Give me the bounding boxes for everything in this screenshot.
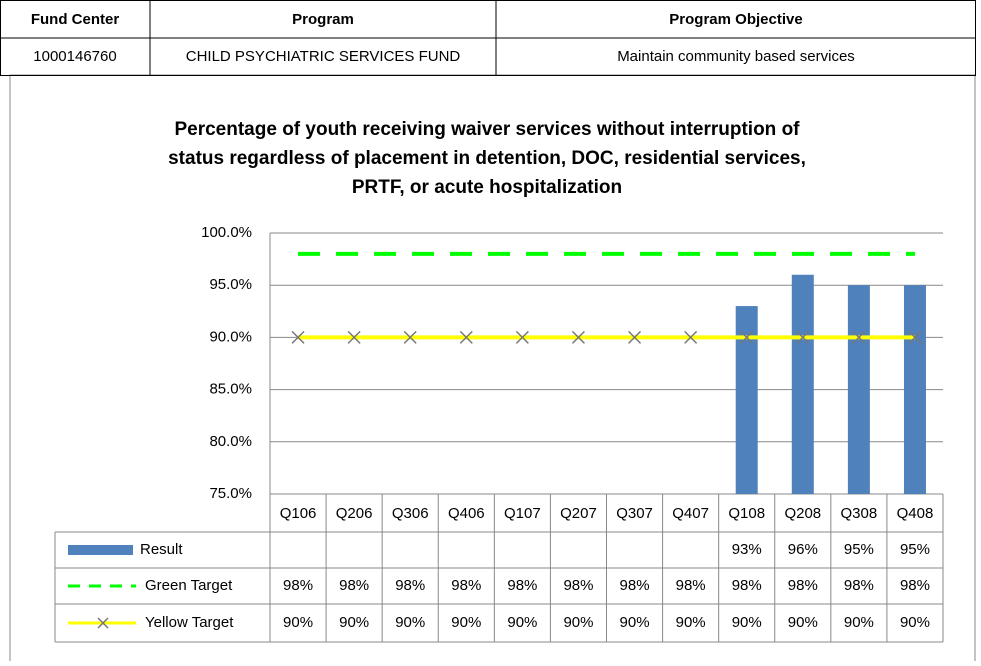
marker <box>740 330 754 344</box>
data-label: 90% <box>283 614 313 631</box>
data-label: 90% <box>732 614 762 631</box>
marker <box>684 330 698 344</box>
data-label: 90% <box>451 614 481 631</box>
bar <box>847 285 870 494</box>
marker <box>459 330 473 344</box>
y-tick-label: 95.0% <box>209 276 252 293</box>
x-tick-label: Q206 <box>336 505 373 522</box>
data-label: 90% <box>788 614 818 631</box>
x-tick-label: Q106 <box>280 505 317 522</box>
data-label: 98% <box>732 577 762 594</box>
marker <box>852 330 866 344</box>
marker <box>515 330 529 344</box>
bar <box>735 306 758 494</box>
data-label: 90% <box>339 614 369 631</box>
y-tick-label: 80.0% <box>209 433 252 450</box>
y-tick-label: 75.0% <box>209 485 252 502</box>
table-cell: CHILD PSYCHIATRIC SERVICES FUND <box>186 48 461 65</box>
x-tick-label: Q407 <box>672 505 709 522</box>
x-tick-label: Q406 <box>448 505 485 522</box>
legend-label: Yellow Target <box>145 614 234 631</box>
data-label: 95% <box>844 541 874 558</box>
marker <box>403 330 417 344</box>
header-cell: Program Objective <box>669 11 802 28</box>
data-label: 98% <box>339 577 369 594</box>
table-cell: Maintain community based services <box>617 48 855 65</box>
marker <box>908 330 922 344</box>
table-cell: 1000146760 <box>33 48 116 65</box>
x-tick-label: Q306 <box>392 505 429 522</box>
marker <box>796 330 810 344</box>
header-cell: Program <box>292 11 354 28</box>
y-tick-label: 85.0% <box>209 381 252 398</box>
legend-label: Result <box>140 541 183 558</box>
data-label: 90% <box>844 614 874 631</box>
data-label: 90% <box>507 614 537 631</box>
data-label: 90% <box>676 614 706 631</box>
data-label: 98% <box>395 577 425 594</box>
data-label: 98% <box>507 577 537 594</box>
data-label: 98% <box>676 577 706 594</box>
data-label: 98% <box>620 577 650 594</box>
marker <box>571 330 585 344</box>
data-label: 90% <box>900 614 930 631</box>
x-tick-label: Q208 <box>784 505 821 522</box>
chart-title: status regardless of placement in detent… <box>168 148 806 169</box>
legend-key <box>68 545 133 555</box>
data-label: 90% <box>395 614 425 631</box>
data-label: 98% <box>844 577 874 594</box>
x-tick-label: Q108 <box>728 505 765 522</box>
data-label: 96% <box>788 541 818 558</box>
data-label: 98% <box>451 577 481 594</box>
marker <box>628 330 642 344</box>
data-label: 90% <box>563 614 593 631</box>
data-label: 98% <box>900 577 930 594</box>
x-tick-label: Q307 <box>616 505 653 522</box>
x-tick-label: Q107 <box>504 505 541 522</box>
legend-marker <box>97 617 109 629</box>
data-label: 98% <box>788 577 818 594</box>
x-tick-label: Q408 <box>897 505 934 522</box>
header-cell: Fund Center <box>31 11 119 28</box>
chart-title: PRTF, or acute hospitalization <box>352 177 622 198</box>
data-label: 95% <box>900 541 930 558</box>
data-label: 98% <box>563 577 593 594</box>
x-tick-label: Q207 <box>560 505 597 522</box>
data-label: 98% <box>283 577 313 594</box>
marker <box>347 330 361 344</box>
bar <box>903 285 926 494</box>
y-tick-label: 100.0% <box>201 224 252 241</box>
data-label: 93% <box>732 541 762 558</box>
data-label: 90% <box>620 614 650 631</box>
y-tick-label: 90.0% <box>209 328 252 345</box>
marker <box>291 330 305 344</box>
x-tick-label: Q308 <box>841 505 878 522</box>
legend-label: Green Target <box>145 577 233 594</box>
bar <box>791 274 814 494</box>
chart-title: Percentage of youth receiving waiver ser… <box>174 119 800 140</box>
